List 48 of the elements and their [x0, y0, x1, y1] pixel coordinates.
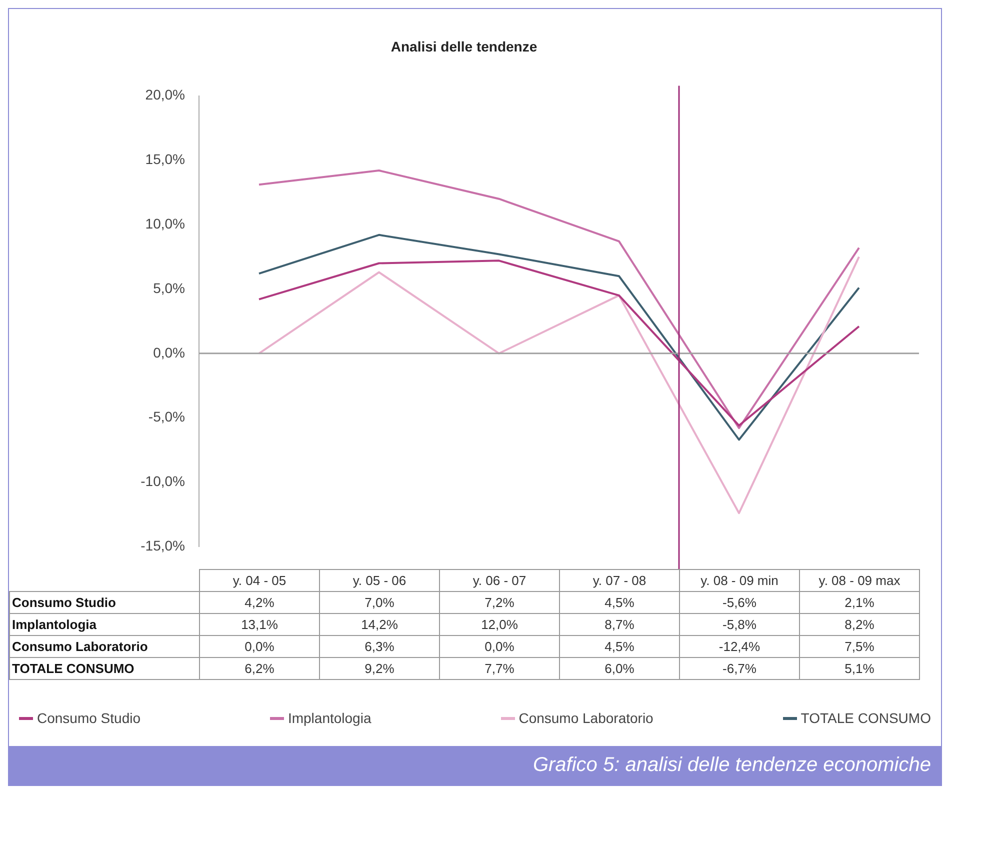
data-label: 8,2% [800, 614, 920, 636]
data-label: 4,2% [200, 592, 320, 614]
text: TOTALE CONSUMO [12, 661, 134, 676]
x-tick-label: y. 07 - 08 [560, 570, 680, 592]
legend-label: Consumo Laboratorio [518, 710, 654, 726]
data-label: 7,0% [320, 592, 440, 614]
chart-title: Analisi delle tendenze [390, 38, 538, 54]
data-label: 0,0% [200, 636, 320, 658]
data-label: 9,2% [320, 658, 440, 680]
data-label: 7,2% [440, 592, 560, 614]
x-tick-label: y. 06 - 07 [440, 570, 560, 592]
data-label: -5,6% [680, 592, 800, 614]
data-label: 0,0% [440, 636, 560, 658]
data-label: 6,3% [320, 636, 440, 658]
x-tick-label: y. 08 - 09 max [800, 570, 920, 592]
text: Grafico 5: analisi delle tendenze economiche [9, 746, 941, 785]
text: Consumo Studio [12, 595, 116, 610]
data-label: 2,1% [800, 592, 920, 614]
data-label: -12,4% [680, 636, 800, 658]
y-tick-label: -10,0% [140, 473, 185, 490]
y-tick-label: 10,0% [145, 215, 185, 232]
y-tick-label: 5,0% [153, 280, 185, 296]
data-label: 7,5% [800, 636, 920, 658]
y-tick-label: -15,0% [140, 537, 185, 554]
x-tick-label: y. 04 - 05 [200, 570, 320, 592]
data-label: 5,1% [800, 658, 920, 680]
x-tick-label: y. 05 - 06 [320, 570, 440, 592]
data-label: 8,7% [560, 614, 680, 636]
data-label: 6,0% [560, 658, 680, 680]
data-label: 14,2% [320, 614, 440, 636]
y-tick-label: -5,0% [148, 408, 185, 425]
data-label: 13,1% [200, 614, 320, 636]
data-label: 12,0% [440, 614, 560, 636]
legend-label: Implantologia [286, 710, 372, 726]
x-tick-label: y. 08 - 09 min [680, 570, 800, 592]
data-label: -6,7% [680, 658, 800, 680]
legend-label: Consumo Studio [36, 710, 141, 726]
text: Consumo Laboratorio [12, 639, 148, 654]
y-tick-label: 15,0% [145, 151, 185, 168]
data-label: -5,8% [680, 614, 800, 636]
text: Implantologia [12, 617, 96, 632]
legend-label: TOTALE CONSUMO [800, 710, 931, 726]
y-tick-label: 0,0% [153, 344, 185, 360]
data-label: 4,5% [560, 636, 680, 658]
data-label: 7,7% [440, 658, 560, 680]
data-label: 6,2% [200, 658, 320, 680]
y-tick-label: 20,0% [145, 86, 185, 103]
data-label: 4,5% [560, 592, 680, 614]
